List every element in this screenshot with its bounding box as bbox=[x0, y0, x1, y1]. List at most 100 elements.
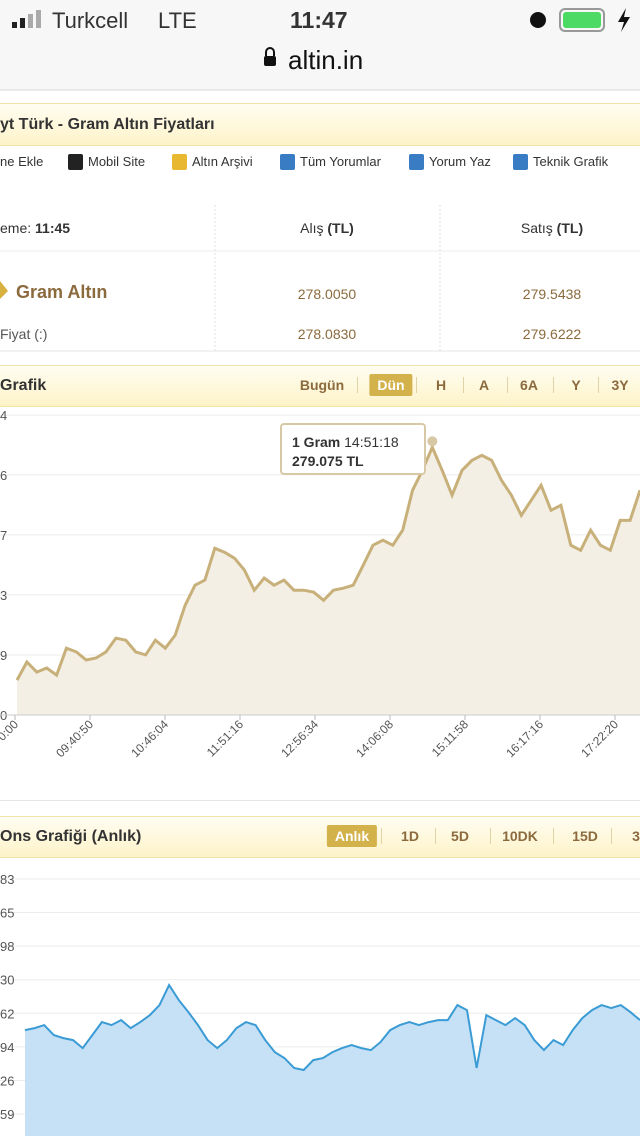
column-header: Alış (TL) bbox=[300, 220, 354, 236]
y-tick-label: 83 bbox=[0, 872, 14, 887]
tab[interactable]: 3Y bbox=[611, 377, 629, 393]
tab-separator bbox=[462, 377, 464, 393]
y-tick-label: 6 bbox=[0, 468, 7, 483]
battery bbox=[559, 8, 605, 32]
x-tick-label: 10:46:04 bbox=[128, 717, 171, 760]
tab[interactable]: 5D bbox=[451, 828, 469, 844]
tab[interactable]: Dün bbox=[369, 374, 413, 396]
y-tick-label: 62 bbox=[0, 1006, 14, 1021]
column-name: Satış bbox=[520, 220, 553, 236]
signal bbox=[20, 18, 25, 28]
tab[interactable]: Anlık bbox=[326, 825, 378, 847]
tab-separator bbox=[381, 828, 382, 844]
nav-link[interactable]: Yorum Yaz bbox=[429, 154, 491, 169]
tab-separator bbox=[552, 377, 554, 393]
nav-link[interactable]: Mobil Site bbox=[88, 154, 146, 169]
x-tick-label: 09:40:50 bbox=[53, 717, 96, 760]
panel-title: Grafik bbox=[0, 377, 47, 394]
nav-icon bbox=[68, 154, 83, 170]
x-tick-label: 16:17:16 bbox=[503, 717, 546, 760]
panel-title: Ons Grafiği (Anlık) bbox=[0, 828, 142, 845]
line bbox=[15, 443, 640, 681]
column-unit: (TL) bbox=[327, 220, 354, 236]
tooltip-time: 14:51:18 bbox=[344, 434, 399, 450]
tooltip-title: 1 Gram bbox=[292, 434, 341, 450]
column-header: Satış (TL) bbox=[521, 220, 583, 236]
row-name: Fiyat (:) bbox=[0, 326, 48, 342]
signal bbox=[28, 14, 33, 28]
lock-icon bbox=[265, 47, 275, 56]
battery-level bbox=[563, 12, 601, 28]
tab[interactable]: H bbox=[435, 377, 447, 393]
area bbox=[25, 985, 640, 1136]
price-table-lines bbox=[0, 205, 640, 352]
nav-link[interactable]: Tüm Yorumlar bbox=[300, 154, 381, 169]
tab-separator bbox=[356, 377, 358, 393]
url[interactable]: altin.in bbox=[288, 45, 364, 75]
alarm-icon bbox=[530, 12, 546, 28]
clock: 11:47 bbox=[290, 7, 348, 33]
x-tick-label: 12:56:34 bbox=[278, 717, 321, 760]
network: LTE bbox=[158, 8, 197, 33]
nav-link[interactable]: Altın Arşivi bbox=[192, 154, 253, 169]
y-tick-label: 65 bbox=[0, 906, 14, 921]
y-tick-label: 26 bbox=[0, 1073, 14, 1088]
tab[interactable]: A bbox=[478, 377, 490, 393]
page-title: yt Türk - Gram Altın Fiyatları bbox=[0, 116, 215, 133]
price: 278.0830 bbox=[297, 326, 357, 342]
header-bar bbox=[0, 103, 640, 146]
x-tick-label: 11:51:16 bbox=[204, 717, 247, 760]
carrier: Turkcell bbox=[52, 8, 129, 33]
lock-icon bbox=[264, 56, 276, 66]
signal bbox=[36, 10, 41, 28]
signal bbox=[12, 22, 17, 28]
update-label: eme: bbox=[0, 220, 32, 236]
tab-separator bbox=[552, 828, 554, 844]
tab-separator bbox=[506, 377, 508, 393]
x-tick-label: 15:11:58 bbox=[429, 717, 472, 760]
tab[interactable]: 1D bbox=[401, 828, 419, 844]
tab-separator bbox=[416, 377, 417, 393]
nav-link[interactable]: ne Ekle bbox=[0, 154, 44, 169]
tab-separator bbox=[598, 377, 599, 393]
price: 279.6222 bbox=[522, 326, 582, 342]
panel-bar bbox=[0, 365, 640, 407]
y-tick-label: 30 bbox=[0, 973, 14, 988]
panel-border bbox=[0, 800, 640, 801]
tab[interactable]: 3 bbox=[632, 828, 640, 844]
nav-icon bbox=[172, 154, 187, 170]
tab[interactable]: 6A bbox=[520, 377, 538, 393]
tooltip: 1 Gram 14:51:18 279.075 TL bbox=[280, 423, 426, 475]
y-tick-label: 59 bbox=[0, 1107, 14, 1122]
x-tick-label: 14:06:08 bbox=[353, 717, 396, 760]
tooltip-value: 279.075 TL bbox=[292, 453, 364, 469]
y-tick-label: 3 bbox=[0, 588, 7, 603]
tab-separator bbox=[435, 828, 436, 844]
price: 278.0050 bbox=[297, 286, 357, 302]
column-unit: (TL) bbox=[556, 220, 584, 236]
update-time: 11:45 bbox=[35, 220, 71, 236]
update-info: eme: 11:45 bbox=[0, 220, 70, 236]
tab[interactable]: 15D bbox=[572, 828, 598, 844]
line bbox=[24, 983, 640, 1072]
nav-icon bbox=[409, 154, 424, 170]
column-name: Alış bbox=[300, 220, 324, 236]
x-tick-label: 17:22:20 bbox=[578, 717, 621, 760]
y-tick-label: 9 bbox=[0, 648, 7, 663]
hover-point bbox=[427, 436, 438, 447]
nav-icon bbox=[513, 154, 528, 170]
tab-separator bbox=[610, 828, 612, 844]
charging-icon bbox=[618, 8, 630, 32]
gold-icon bbox=[0, 281, 8, 299]
tab[interactable]: Bugün bbox=[299, 377, 345, 393]
tab[interactable]: 10DK bbox=[502, 828, 538, 844]
panel-bar bbox=[0, 816, 640, 858]
y-tick-label: 7 bbox=[0, 528, 7, 543]
y-tick-label: 98 bbox=[0, 939, 14, 954]
tab[interactable]: Y bbox=[571, 377, 581, 393]
row-name: Gram Altın bbox=[16, 282, 108, 302]
y-tick-label: 4 bbox=[0, 408, 7, 423]
nav-link[interactable]: Teknik Grafik bbox=[533, 154, 609, 169]
